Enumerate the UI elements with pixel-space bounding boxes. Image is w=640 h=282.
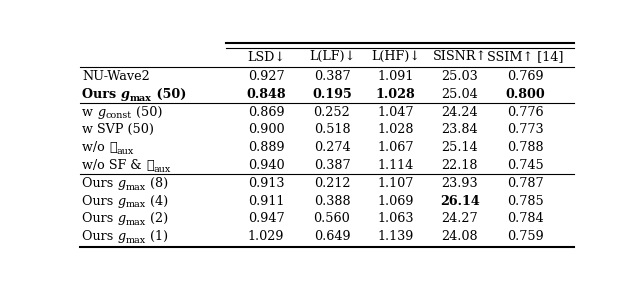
- Text: 0.785: 0.785: [507, 195, 544, 208]
- Text: 23.84: 23.84: [442, 123, 478, 136]
- Text: 0.274: 0.274: [314, 141, 350, 154]
- Text: 26.14: 26.14: [440, 195, 480, 208]
- Text: max: max: [126, 201, 146, 210]
- Text: w SVP (50): w SVP (50): [83, 123, 154, 136]
- Text: 0.560: 0.560: [314, 212, 350, 225]
- Text: 24.27: 24.27: [442, 212, 478, 225]
- Text: 1.069: 1.069: [377, 195, 413, 208]
- Text: L(HF)↓: L(HF)↓: [371, 50, 420, 63]
- Text: 1.114: 1.114: [378, 159, 413, 172]
- Text: w/o SF &: w/o SF &: [83, 159, 146, 172]
- Text: (50): (50): [152, 88, 186, 101]
- Text: Ours: Ours: [83, 212, 118, 225]
- Text: aux: aux: [117, 147, 134, 156]
- Text: 0.649: 0.649: [314, 230, 350, 243]
- Text: 25.04: 25.04: [442, 88, 478, 101]
- Text: g: g: [118, 177, 126, 190]
- Text: ℒ: ℒ: [146, 159, 154, 172]
- Text: 1.091: 1.091: [377, 70, 413, 83]
- Text: (2): (2): [146, 212, 168, 225]
- Text: SISNR↑: SISNR↑: [433, 50, 487, 63]
- Text: SSIM↑ [14]: SSIM↑ [14]: [487, 50, 564, 63]
- Text: ℒ: ℒ: [109, 141, 117, 154]
- Text: 0.212: 0.212: [314, 177, 350, 190]
- Text: 0.900: 0.900: [248, 123, 284, 136]
- Text: 0.913: 0.913: [248, 177, 284, 190]
- Text: 1.107: 1.107: [377, 177, 413, 190]
- Text: g: g: [97, 105, 106, 118]
- Text: max: max: [126, 236, 146, 245]
- Text: 0.911: 0.911: [248, 195, 284, 208]
- Text: Ours: Ours: [83, 177, 118, 190]
- Text: 0.773: 0.773: [507, 123, 544, 136]
- Text: 0.787: 0.787: [507, 177, 544, 190]
- Text: (4): (4): [146, 195, 168, 208]
- Text: NU-Wave2: NU-Wave2: [83, 70, 150, 83]
- Text: aux: aux: [154, 165, 171, 174]
- Text: (50): (50): [132, 105, 162, 118]
- Text: 23.93: 23.93: [442, 177, 478, 190]
- Text: 0.788: 0.788: [507, 141, 544, 154]
- Text: 0.252: 0.252: [314, 105, 350, 118]
- Text: 0.759: 0.759: [507, 230, 544, 243]
- Text: 0.776: 0.776: [507, 105, 544, 118]
- Text: g: g: [118, 195, 126, 208]
- Text: 0.927: 0.927: [248, 70, 284, 83]
- Text: 1.029: 1.029: [248, 230, 284, 243]
- Text: g: g: [118, 230, 126, 243]
- Text: 24.08: 24.08: [442, 230, 478, 243]
- Text: 0.889: 0.889: [248, 141, 284, 154]
- Text: Ours: Ours: [83, 195, 118, 208]
- Text: 25.14: 25.14: [442, 141, 478, 154]
- Text: 0.848: 0.848: [246, 88, 286, 101]
- Text: 0.388: 0.388: [314, 195, 350, 208]
- Text: 0.387: 0.387: [314, 70, 350, 83]
- Text: Ours: Ours: [83, 230, 118, 243]
- Text: 1.139: 1.139: [377, 230, 413, 243]
- Text: const: const: [106, 111, 132, 120]
- Text: 22.18: 22.18: [442, 159, 478, 172]
- Text: 1.028: 1.028: [376, 88, 415, 101]
- Text: 1.063: 1.063: [377, 212, 413, 225]
- Text: 25.03: 25.03: [442, 70, 478, 83]
- Text: 0.800: 0.800: [506, 88, 545, 101]
- Text: L(LF)↓: L(LF)↓: [309, 50, 355, 63]
- Text: (8): (8): [146, 177, 168, 190]
- Text: 0.940: 0.940: [248, 159, 284, 172]
- Text: 0.769: 0.769: [507, 70, 544, 83]
- Text: max: max: [126, 183, 146, 192]
- Text: w/o: w/o: [83, 141, 109, 154]
- Text: (1): (1): [146, 230, 168, 243]
- Text: max: max: [126, 218, 146, 227]
- Text: 24.24: 24.24: [442, 105, 478, 118]
- Text: 0.387: 0.387: [314, 159, 350, 172]
- Text: g: g: [121, 88, 130, 101]
- Text: 1.067: 1.067: [377, 141, 413, 154]
- Text: 1.047: 1.047: [377, 105, 413, 118]
- Text: 0.745: 0.745: [507, 159, 544, 172]
- Text: 0.947: 0.947: [248, 212, 284, 225]
- Text: 0.518: 0.518: [314, 123, 350, 136]
- Text: 0.784: 0.784: [507, 212, 544, 225]
- Text: max: max: [130, 94, 152, 103]
- Text: 0.195: 0.195: [312, 88, 352, 101]
- Text: 1.028: 1.028: [377, 123, 413, 136]
- Text: LSD↓: LSD↓: [247, 50, 285, 63]
- Text: g: g: [118, 212, 126, 225]
- Text: Ours: Ours: [83, 88, 121, 101]
- Text: 0.869: 0.869: [248, 105, 284, 118]
- Text: w: w: [83, 105, 97, 118]
